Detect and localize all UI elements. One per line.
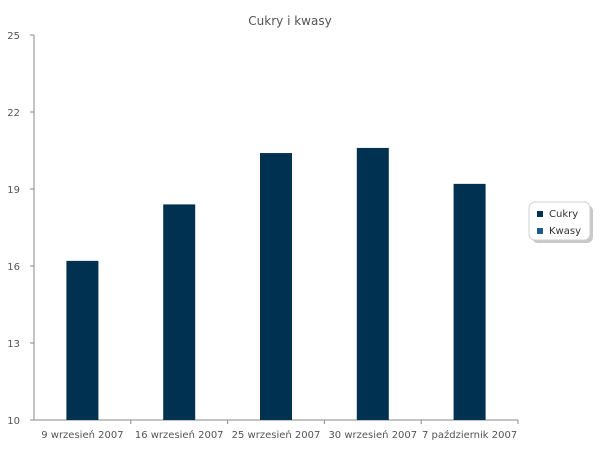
x-tick-label: 7 październik 2007 bbox=[422, 429, 517, 441]
bar-cukry bbox=[163, 204, 196, 420]
y-tick-label: 19 bbox=[7, 185, 20, 196]
legend-label-kwasy: Kwasy bbox=[549, 226, 581, 237]
legend-swatch-kwasy bbox=[537, 228, 543, 234]
bar-cukry bbox=[260, 153, 292, 421]
chart-title: Cukry i kwasy bbox=[248, 14, 331, 28]
bar-cukry bbox=[453, 183, 486, 420]
bar-cukry bbox=[66, 260, 99, 420]
x-tick-label: 9 wrzesień 2007 bbox=[41, 429, 123, 441]
y-tick-label: 16 bbox=[7, 262, 20, 273]
y-tick-label: 25 bbox=[7, 31, 20, 42]
y-tick-label: 22 bbox=[7, 108, 20, 119]
x-tick-label: 30 wrzesień 2007 bbox=[328, 429, 417, 441]
legend-label-cukry: Cukry bbox=[549, 209, 578, 220]
y-tick-label: 13 bbox=[7, 339, 20, 350]
x-tick-labels: 9 wrzesień 2007 16 wrzesień 2007 25 wrzesi… bbox=[41, 429, 517, 441]
legend-box bbox=[528, 201, 591, 241]
legend: Cukry Kwasy bbox=[528, 201, 593, 243]
bars bbox=[66, 147, 486, 421]
bar-cukry bbox=[356, 147, 389, 420]
x-tick-label: 25 wrzesień 2007 bbox=[232, 429, 321, 441]
y-tick-labels: 10 13 16 19 22 25 bbox=[7, 31, 20, 427]
legend-swatch-cukry bbox=[537, 211, 543, 217]
y-tick-label: 10 bbox=[7, 416, 20, 427]
x-tick-label: 16 wrzesień 2007 bbox=[135, 429, 224, 441]
